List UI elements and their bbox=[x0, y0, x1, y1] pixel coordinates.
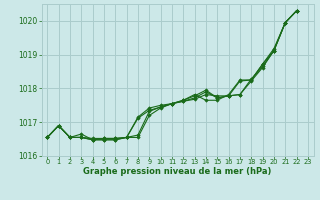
X-axis label: Graphe pression niveau de la mer (hPa): Graphe pression niveau de la mer (hPa) bbox=[84, 167, 272, 176]
